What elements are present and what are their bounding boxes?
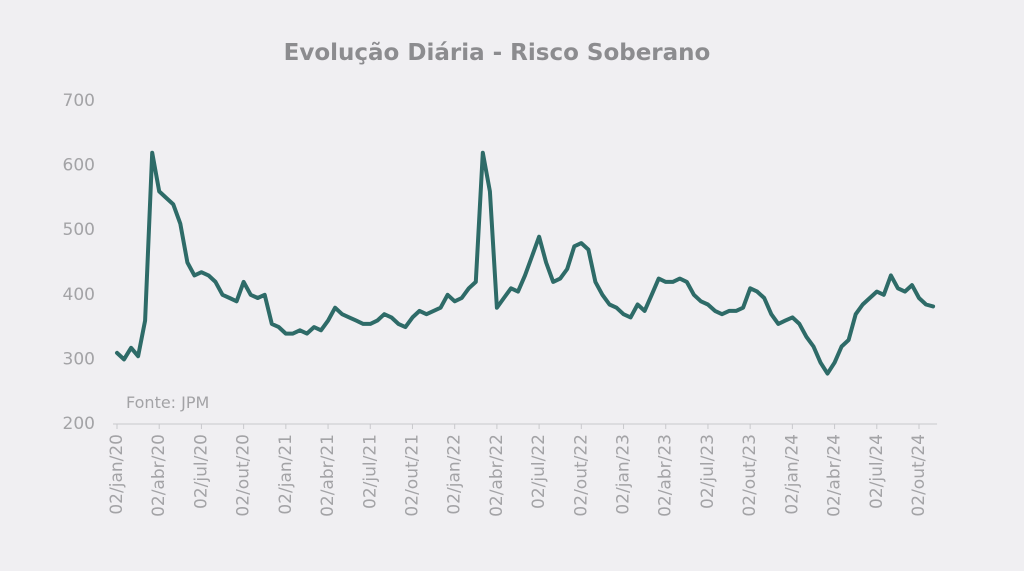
x-tick-label: 02/out/23	[740, 434, 760, 517]
x-tick-label: 02/jan/22	[445, 434, 465, 515]
x-tick-label: 02/jul/24	[867, 434, 887, 509]
chart-title: Evolução Diária - Risco Soberano	[284, 40, 711, 66]
x-tick-label: 02/out/21	[402, 434, 422, 517]
x-tick-label: 02/out/24	[909, 434, 929, 517]
x-tick-label: 02/jan/21	[276, 434, 296, 515]
x-tick-label: 02/abr/21	[318, 434, 338, 517]
y-tick-label: 600	[63, 156, 95, 176]
x-tick-label: 02/out/20	[234, 434, 254, 517]
x-tick-label: 02/jan/24	[782, 434, 802, 515]
y-tick-label: 400	[63, 285, 95, 305]
x-tick-label: 02/jul/22	[529, 434, 549, 509]
y-tick-label: 500	[63, 220, 95, 240]
x-tick-label: 02/jul/20	[191, 434, 211, 509]
y-tick-label: 300	[63, 349, 95, 369]
x-tick-label: 02/jul/21	[360, 434, 380, 509]
y-tick-label: 700	[63, 91, 95, 111]
x-tick-label: 02/jan/23	[614, 434, 634, 515]
x-tick-label: 02/jul/23	[698, 434, 718, 509]
x-tick-label: 02/abr/24	[825, 434, 845, 517]
source-note: Fonte: JPM	[126, 393, 209, 412]
x-tick-label: 02/abr/23	[656, 434, 676, 517]
x-tick-label: 02/abr/22	[487, 434, 507, 517]
x-tick-label: 02/out/22	[571, 434, 591, 517]
data-line	[115, 150, 936, 376]
y-tick-label: 200	[63, 414, 95, 434]
x-tick-label: 02/abr/20	[149, 434, 169, 517]
x-tick-label: 02/jan/20	[107, 434, 127, 515]
